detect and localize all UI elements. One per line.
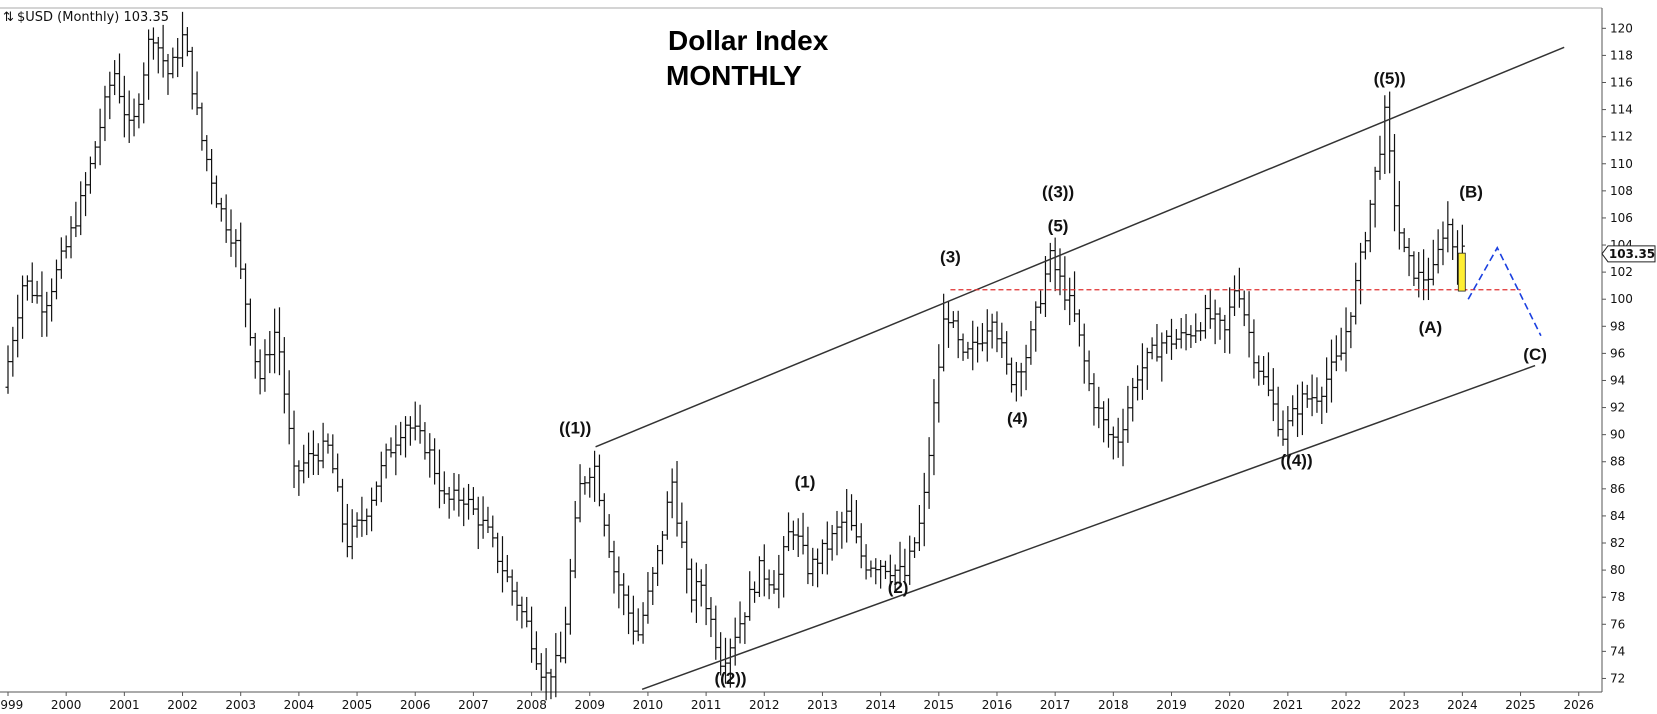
x-tick-label: 2026 [1563,698,1594,712]
y-tick-label: 98 [1610,319,1625,333]
wave-label: (1) [795,472,816,491]
wave-label: (4) [1007,409,1028,428]
x-tick-label: 2025 [1505,698,1536,712]
y-tick-label: 92 [1610,401,1625,415]
wave-label: (A) [1419,318,1443,337]
x-tick-label: 1999 [0,698,23,712]
x-tick-label: 2014 [865,698,896,712]
chart-type-icon: ⇅ [3,10,14,25]
chart-subtitle: MONTHLY [666,60,802,91]
y-tick-label: 100 [1610,292,1633,306]
upper-channel-line [595,46,1565,448]
x-tick-label: 2008 [516,698,547,712]
x-tick-label: 2004 [284,698,315,712]
x-tick-label: 2013 [807,698,838,712]
wave-label: ((3)) [1042,183,1074,202]
y-tick-label: 114 [1610,103,1633,117]
y-tick-label: 96 [1610,346,1625,360]
y-tick-label: 120 [1610,21,1633,35]
x-tick-label: 2007 [458,698,489,712]
y-tick-label: 112 [1610,130,1633,144]
y-tick-label: 88 [1610,455,1625,469]
x-tick-label: 2002 [167,698,198,712]
x-tick-label: 2020 [1214,698,1245,712]
symbol-header: ⇅ $USD (Monthly) 103.35 [3,10,169,25]
x-tick-label: 2022 [1331,698,1362,712]
x-tick-label: 2019 [1156,698,1187,712]
x-tick-label: 2012 [749,698,780,712]
y-tick-label: 108 [1610,184,1633,198]
x-tick-label: 2017 [1040,698,1071,712]
x-tick-label: 2015 [924,698,955,712]
x-tick-label: 2003 [225,698,256,712]
lower-channel-line [641,364,1536,690]
chart-title: Dollar Index [668,25,829,56]
last-price-badge: 103.35 [1601,245,1656,263]
x-tick-label: 2010 [633,698,664,712]
x-tick-label: 2016 [982,698,1013,712]
trendlines [595,46,1565,690]
y-tick-label: 86 [1610,482,1625,496]
y-tick-label: 106 [1610,211,1633,225]
x-tick-label: 2023 [1389,698,1420,712]
x-axis-ticks: 1999 2000 2001 2002 2003 2004 2005 2006 2007 2008… [0,692,1594,712]
wave-label: ((5)) [1374,69,1406,88]
x-tick-label: 2006 [400,698,431,712]
x-tick-label: 2005 [342,698,373,712]
wave-label: (2) [888,578,909,597]
y-tick-label: 90 [1610,428,1625,442]
wave-label: (C) [1523,345,1547,364]
y-tick-label: 74 [1610,644,1625,658]
y-tick-label: 72 [1610,671,1625,685]
y-tick-label: 78 [1610,590,1625,604]
wave-label: ((4)) [1281,451,1313,470]
wave-label: (5) [1048,216,1069,235]
projection-path [1467,246,1542,337]
y-tick-label: 76 [1610,617,1625,631]
highlight-rect [1457,252,1466,292]
last-price-value: 103.35 [1609,247,1655,261]
x-tick-label: 2021 [1273,698,1304,712]
last-price-badge-shape [1601,245,1656,263]
price-bars [5,11,1465,701]
y-tick-label: 94 [1610,373,1625,387]
wave-labels: ((1)) ((2)) (1) (2) (3) (4) (5) ((3)) ((4)) ((5))… [559,69,1547,688]
y-tick-label: 118 [1610,48,1633,62]
wave-label: (3) [940,248,961,267]
wave-label: ((1)) [559,418,591,437]
x-tick-label: 2018 [1098,698,1129,712]
x-tick-label: 2009 [574,698,605,712]
wave-label: ((2)) [714,669,746,688]
y-tick-label: 102 [1610,265,1633,279]
y-tick-label: 116 [1610,75,1633,89]
x-tick-label: 2024 [1447,698,1478,712]
x-tick-label: 2011 [691,698,722,712]
y-tick-label: 84 [1610,509,1625,523]
highlight-box [1457,252,1466,292]
y-axis-ticks: 7274767880828486889092949698100102104106… [1602,21,1633,685]
wave-label: (B) [1459,183,1483,202]
y-tick-label: 110 [1610,157,1633,171]
projection-line [1467,246,1542,337]
y-tick-label: 80 [1610,563,1625,577]
x-tick-label: 2001 [109,698,140,712]
y-tick-label: 82 [1610,536,1625,550]
x-tick-label: 2000 [51,698,82,712]
symbol-label: $USD (Monthly) 103.35 [17,10,169,25]
